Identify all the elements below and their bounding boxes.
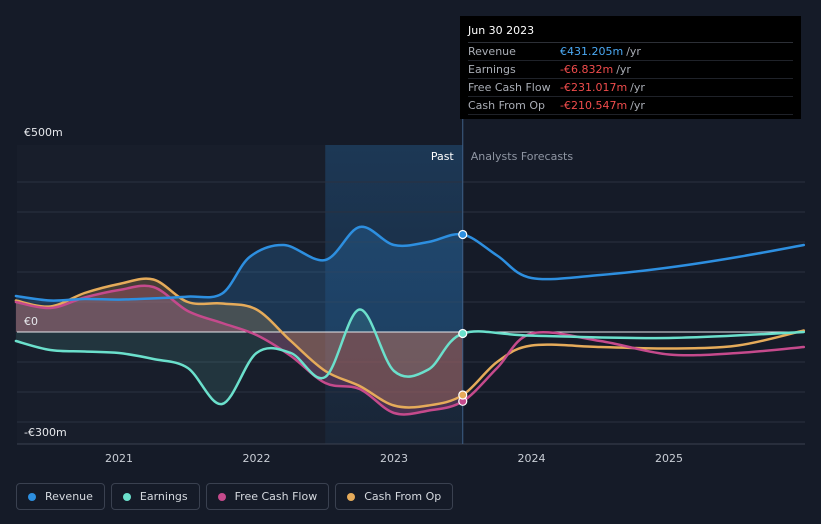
tooltip-row-earnings: Earnings -€6.832m /yr bbox=[468, 61, 793, 79]
series-line bbox=[14, 284, 806, 416]
x-tick-label: 2021 bbox=[105, 452, 133, 465]
series-fill bbox=[15, 309, 463, 405]
legend-item-cash-from-op[interactable]: Cash From Op bbox=[335, 483, 454, 510]
tooltip-label: Cash From Op bbox=[468, 99, 546, 112]
cash-from-op-dot-icon bbox=[347, 492, 356, 501]
free-cash-flow-dot-icon bbox=[217, 492, 226, 501]
x-axis-labels: 2021 2022 2023 2024 2025 bbox=[105, 452, 683, 465]
tooltip-row-revenue: Revenue €431.205m /yr bbox=[468, 43, 793, 61]
tooltip-date: Jun 30 2023 bbox=[468, 24, 793, 43]
tooltip-unit: /yr bbox=[616, 63, 631, 76]
x-tick-label: 2022 bbox=[243, 452, 271, 465]
tooltip-value: -€6.832m bbox=[560, 63, 614, 76]
tooltip-unit: /yr bbox=[630, 81, 645, 94]
legend-item-earnings[interactable]: Earnings bbox=[110, 483, 200, 510]
forecast-label: Analysts Forecasts bbox=[471, 150, 574, 163]
series-marker bbox=[458, 390, 468, 400]
tooltip-row-cash-from-op: Cash From Op -€210.547m /yr bbox=[468, 97, 793, 115]
x-tick-label: 2025 bbox=[655, 452, 683, 465]
series-line bbox=[14, 225, 806, 302]
legend-label: Revenue bbox=[45, 490, 93, 503]
tooltip-unit: /yr bbox=[626, 45, 641, 58]
tooltip-value: €431.205m bbox=[560, 45, 624, 58]
legend-label: Earnings bbox=[139, 490, 188, 503]
legend-label: Free Cash Flow bbox=[234, 490, 318, 503]
series-line bbox=[14, 308, 806, 406]
past-label: Past bbox=[431, 150, 455, 163]
tooltip-label: Free Cash Flow bbox=[468, 81, 551, 94]
tooltip-label: Revenue bbox=[468, 45, 516, 58]
legend-label: Cash From Op bbox=[364, 490, 442, 503]
series-line bbox=[14, 277, 806, 409]
highlight-band bbox=[325, 145, 463, 444]
earnings-dot-icon bbox=[122, 492, 131, 501]
series-markers bbox=[458, 229, 468, 406]
y-tick-label: €500m bbox=[24, 126, 63, 139]
x-tick-label: 2024 bbox=[518, 452, 546, 465]
series-marker bbox=[458, 328, 468, 339]
y-tick-label: -€300m bbox=[24, 426, 67, 439]
series-fill bbox=[15, 278, 463, 408]
tooltip-label: Earnings bbox=[468, 63, 516, 76]
legend-item-revenue[interactable]: Revenue bbox=[16, 483, 105, 510]
x-tick-label: 2023 bbox=[380, 452, 408, 465]
y-axis-labels: €500m €0 -€300m bbox=[24, 126, 67, 439]
grid-lines bbox=[17, 181, 805, 445]
tooltip-row-free-cash-flow: Free Cash Flow -€231.017m /yr bbox=[468, 79, 793, 97]
tooltip-value: -€210.547m bbox=[560, 99, 628, 112]
series-marker bbox=[458, 229, 468, 240]
y-tick-label: €0 bbox=[24, 315, 38, 328]
tooltip-unit: /yr bbox=[630, 99, 645, 112]
series-fill bbox=[15, 226, 463, 332]
revenue-dot-icon bbox=[28, 492, 36, 501]
legend: Revenue Earnings Free Cash Flow Cash Fro… bbox=[16, 483, 454, 510]
tooltip-value: -€231.017m bbox=[560, 81, 628, 94]
tooltip: Jun 30 2023 Revenue €431.205m /yr Earnin… bbox=[460, 16, 801, 119]
legend-item-free-cash-flow[interactable]: Free Cash Flow bbox=[205, 483, 330, 510]
series-lines bbox=[14, 225, 806, 416]
